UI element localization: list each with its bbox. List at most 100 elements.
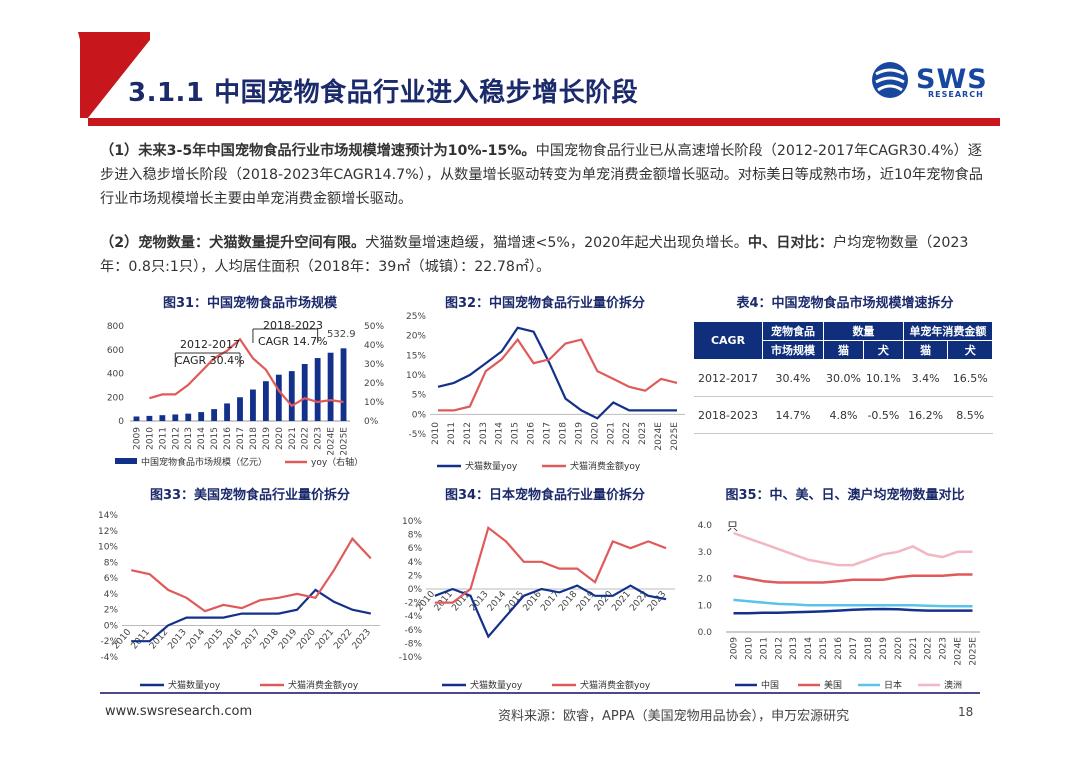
paragraph-2: （2）宠物数量：犬猫数量提升空间有限。犬猫数量增速趋缓，猫增速<5%，2020年… <box>100 231 990 279</box>
table4-header-spend: 单宠年消费金额 <box>902 321 994 341</box>
y-tick-label: -10% <box>399 653 423 663</box>
x-tick-label: 2021 <box>606 422 616 445</box>
bar <box>198 412 205 421</box>
x-tick-label: 2024E <box>654 422 664 451</box>
x-tick-label: 2015 <box>203 628 225 652</box>
annotation-cagr-2: CAGR 14.7% <box>258 335 328 348</box>
paragraph-1: （1）未来3-5年中国宠物食品行业市场规模增速预计为10%-15%。中国宠物食品… <box>100 139 990 211</box>
table-cell: 4.8% <box>823 396 864 434</box>
y-tick-label: 800 <box>107 322 124 332</box>
table-cell: 8.5% <box>947 396 993 434</box>
y-tick-label: 600 <box>107 346 124 356</box>
legend-label: 犬猫消费金额yoy <box>570 460 641 472</box>
table4-subheader: 市场规模 <box>762 340 824 360</box>
y2-tick-label: 20% <box>364 379 384 389</box>
page-number: 18 <box>958 705 974 719</box>
series-line-2 <box>733 573 973 584</box>
legend-label: 犬猫消费金额yoy <box>580 679 651 691</box>
yoy-line <box>149 337 344 408</box>
x-tick-label: 2018 <box>259 627 282 651</box>
table4-title: 表4：中国宠物食品市场规模增速拆分 <box>736 296 954 311</box>
bar <box>237 397 243 421</box>
paragraph-2-lead2: 中、日对比： <box>747 235 834 251</box>
footer-url[interactable]: www.swsresearch.com <box>105 704 253 719</box>
y-tick-label: 0% <box>104 621 119 631</box>
y-tick-label: 0 <box>118 417 124 427</box>
y-tick-label: 3.0 <box>698 548 713 558</box>
paragraph-1-lead: （1）未来3-5年中国宠物食品行业市场规模增速预计为10%-15%。 <box>100 143 536 159</box>
fig32-chart: -5% 0% 5% 10% 15% 20% 25% 2010 2011 2012 2013 2014 2… <box>406 312 685 472</box>
legend-label: 犬猫消费金额yoy <box>288 679 359 691</box>
x-tick-label: 2012 <box>463 422 473 445</box>
y-tick-label: 0% <box>408 585 423 595</box>
x-tick-label: 2025E <box>969 637 979 666</box>
x-tick-label: 2021 <box>288 427 298 450</box>
bar <box>159 415 166 421</box>
x-tick-label: 2023 <box>314 427 324 450</box>
legend-label: 犬猫数量yoy <box>465 460 518 472</box>
y-tick-label: 6% <box>104 574 119 584</box>
x-tick-label: 2021 <box>909 637 919 660</box>
x-tick-label: 2015 <box>819 637 829 660</box>
bar <box>172 414 179 421</box>
x-tick-label: 2019 <box>262 427 272 450</box>
y-tick-label: 0.0 <box>698 628 713 638</box>
table-cell: 3.4% <box>903 359 948 397</box>
y-tick-label: 12% <box>98 527 118 537</box>
y-tick-label: -5% <box>408 430 426 440</box>
legend-label: 中国宠物食品市场规模（亿元） <box>141 456 267 468</box>
paragraph-2-text1: 犬猫数量增速趋缓，猫增速<5%，2020年起犬出现负增长。 <box>365 235 748 251</box>
y-tick-label: 10% <box>406 371 426 381</box>
footer-divider <box>100 692 980 694</box>
y-tick-label: 10% <box>98 543 118 553</box>
y2-tick-label: 30% <box>364 360 384 370</box>
x-tick-label: 2009 <box>729 637 739 660</box>
y-tick-label: 1.0 <box>698 601 713 611</box>
y2-tick-label: 0% <box>364 417 379 427</box>
x-tick-label: 2013 <box>166 628 188 652</box>
legend-label: 日本 <box>884 679 902 691</box>
paragraph-1-text: 中国宠物食品行业已从高速增长阶段（2012-2017年CAGR30.4%）逐步进… <box>100 143 983 207</box>
fig35-title: 图35：中、美、日、澳户均宠物数量对比 <box>725 488 965 503</box>
fig34-chart: -10%-8%-6%-4%-2%0%2%4%6%8%10%20102011201… <box>399 517 675 691</box>
y-tick-label: 14% <box>98 511 118 521</box>
table4-subheader: 猫 <box>902 340 949 360</box>
table-row: 2012-2017 30.4% 30.0% 10.1% 3.4% 16.5% <box>693 359 993 397</box>
table-cell-highlight: 16.2% <box>903 396 948 434</box>
bar <box>288 371 295 421</box>
x-tick-label: 2020 <box>295 627 318 651</box>
table4-header-cagr: CAGR <box>693 321 763 360</box>
x-tick-label: 2020 <box>593 589 616 613</box>
y-tick-label: -2% <box>404 599 422 609</box>
series-line-4 <box>733 531 973 567</box>
x-tick-label: 2019 <box>879 637 889 660</box>
series-line-2 <box>434 525 667 604</box>
x-tick-label: 2024E <box>327 427 337 456</box>
x-tick-label: 2012 <box>774 637 784 660</box>
x-tick-label: 2016 <box>222 627 245 651</box>
x-tick-label: 2022 <box>924 637 934 660</box>
series-line-1 <box>437 326 677 420</box>
fig31-title: 图31：中国宠物食品市场规模 <box>162 296 338 311</box>
series-line-2 <box>130 536 372 613</box>
y-tick-label: 4% <box>104 590 119 600</box>
paragraph-2-lead: （2）宠物数量：犬猫数量提升空间有限。 <box>100 235 366 251</box>
y-tick-label: 5% <box>412 391 427 401</box>
annotation-period-2: 2018-2023 <box>263 319 323 332</box>
x-tick-label: 2015 <box>210 427 220 450</box>
y-tick-label: -8% <box>404 639 422 649</box>
x-tick-label: 2022 <box>301 427 311 450</box>
y-tick-label: 0% <box>412 410 427 420</box>
table-cell: 16.5% <box>947 359 993 397</box>
page-title: 3.1.1 中国宠物食品行业进入稳步增长阶段 <box>128 78 639 108</box>
x-tick-label: 2018 <box>558 422 568 445</box>
x-tick-label: 2018 <box>249 427 259 450</box>
x-tick-label: 2010 <box>431 422 441 445</box>
x-tick-label: 2014 <box>185 627 208 651</box>
x-tick-label: 2014 <box>197 427 207 450</box>
y-tick-label: 200 <box>107 393 124 403</box>
x-tick-label: 2019 <box>575 589 598 613</box>
header-decoration <box>78 32 1000 126</box>
x-tick-label: 2014 <box>804 637 814 660</box>
